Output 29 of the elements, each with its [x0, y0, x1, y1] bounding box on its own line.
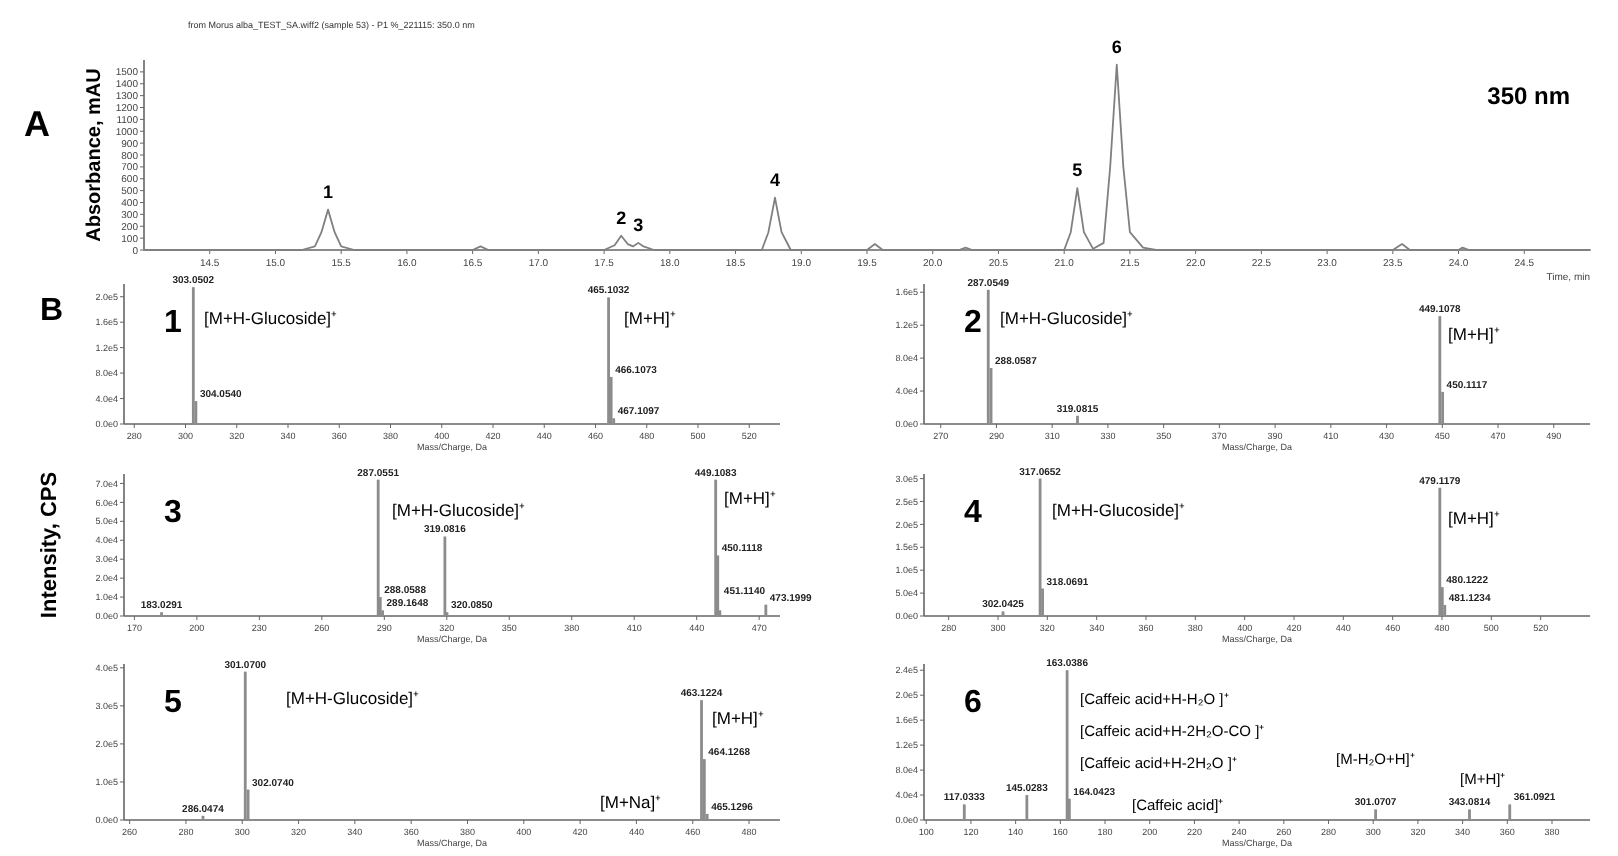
annotation: [M+H-Glucoside]⁺: [286, 688, 420, 708]
annotation: [M+H-Glucoside]⁺: [1000, 308, 1134, 328]
text: A: [24, 104, 50, 144]
annotation: 5: [1072, 160, 1083, 181]
annotation: 4: [769, 169, 780, 190]
text: B: [40, 294, 64, 328]
annotation: [M+H-Glucoside]⁺: [204, 308, 338, 328]
annotation: 350 nm: [1487, 82, 1570, 110]
annotation: 6: [1111, 36, 1122, 57]
text: 4: [964, 496, 982, 530]
text: 2: [964, 306, 982, 340]
annotation: [M+H]⁺: [624, 308, 676, 328]
text: 3: [164, 496, 182, 530]
annotation: [M+H-Glucoside]⁺: [392, 500, 526, 520]
annotation: 1: [323, 181, 334, 202]
annotation: 3: [633, 214, 644, 235]
annotation: [M+H]⁺: [1448, 324, 1500, 344]
annotation: [M+Na]⁺: [600, 792, 662, 812]
text: 1: [164, 306, 182, 340]
annotation: 2: [616, 207, 627, 228]
annotation: [M+H-Glucoside]⁺: [1052, 500, 1186, 520]
annotation: [M+H]⁺: [1448, 508, 1500, 528]
y-axis-title: Absorbance, mAU: [84, 68, 106, 242]
annotation: [M+H]⁺: [724, 488, 776, 508]
y-axis-title: Intensity, CPS: [38, 471, 62, 619]
text: 5: [164, 686, 182, 720]
text: 6: [964, 686, 982, 720]
annotation: [M+H]⁺: [712, 708, 764, 728]
line-series: [143, 63, 1591, 251]
